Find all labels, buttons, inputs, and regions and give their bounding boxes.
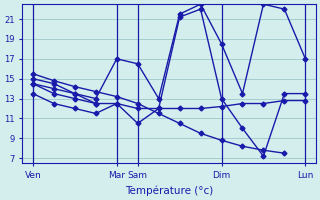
X-axis label: Température (°c): Température (°c)	[125, 185, 213, 196]
